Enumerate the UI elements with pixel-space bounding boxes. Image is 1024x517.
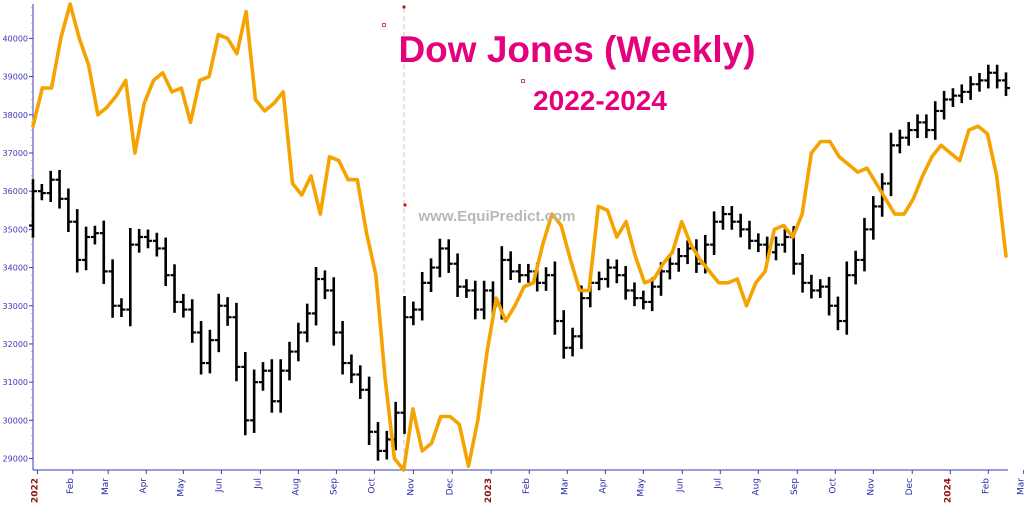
y-tick-label: 31000 — [3, 378, 28, 387]
overlay-series — [31, 2, 1008, 472]
x-tick-label: 2022 — [30, 478, 40, 503]
y-tick-label: 35000 — [3, 225, 28, 234]
x-tick-label: Dec — [905, 478, 915, 495]
anchor-box — [521, 79, 525, 83]
x-tick-label: 2023 — [484, 478, 494, 503]
x-tick-label: Feb — [66, 478, 76, 494]
watermark: www.EquiPredict.com — [418, 208, 576, 225]
x-tick-label: Mar — [560, 478, 570, 495]
y-axis: 29000 30000 31000 32000 33000 34000 35000 36000… — [3, 4, 34, 470]
y-tick-label: 39000 — [3, 73, 28, 82]
chart-subtitle: 2022-2024 — [533, 85, 667, 116]
anchor-box — [382, 23, 386, 27]
y-tick-label: 30000 — [3, 416, 28, 425]
x-tick-label: May — [636, 477, 646, 496]
x-axis: 2022 Feb Mar Apr May Jun Jul Aug Sep Oct Nov Dec 202… — [30, 469, 1024, 503]
y-tick-label: 32000 — [3, 340, 28, 349]
y-tick-label: 40000 — [3, 34, 28, 43]
x-tick-label: Mar — [1017, 478, 1024, 495]
x-tick-label: Jul — [253, 478, 263, 490]
overlay-series-line — [31, 2, 1008, 472]
y-tick-label: 29000 — [3, 455, 28, 464]
ohlc-bars — [29, 64, 1010, 461]
cursor-dot — [403, 203, 407, 207]
y-tick-label: 38000 — [3, 111, 28, 120]
x-tick-label: Sep — [790, 478, 800, 495]
y-tick-label: 33000 — [3, 302, 28, 311]
x-tick-label: Sep — [329, 478, 339, 495]
x-tick-label: Mar — [101, 478, 111, 495]
y-tick-label: 34000 — [3, 264, 28, 273]
cursor-dot — [402, 5, 406, 9]
x-tick-label: May — [176, 477, 186, 496]
x-tick-label: Feb — [981, 478, 991, 494]
x-tick-label: Jun — [214, 478, 224, 493]
x-tick-label: Aug — [751, 478, 761, 496]
x-tick-label: Apr — [139, 478, 149, 494]
x-tick-label: Aug — [291, 478, 301, 496]
y-tick-label: 36000 — [3, 187, 28, 196]
x-tick-label: Oct — [828, 478, 838, 494]
x-tick-label: Oct — [367, 478, 377, 494]
chart-title: Dow Jones (Weekly) — [398, 29, 755, 70]
y-tick-label: 37000 — [3, 149, 28, 158]
x-tick-label: Apr — [598, 478, 608, 494]
x-tick-label: Dec — [445, 478, 455, 495]
x-tick-label: 2024 — [943, 478, 953, 503]
x-tick-label: Jul — [713, 478, 723, 490]
x-tick-label: Feb — [522, 478, 532, 494]
x-tick-label: Jun — [675, 478, 685, 493]
x-tick-label: Nov — [406, 477, 416, 495]
x-tick-label: Nov — [866, 477, 876, 495]
